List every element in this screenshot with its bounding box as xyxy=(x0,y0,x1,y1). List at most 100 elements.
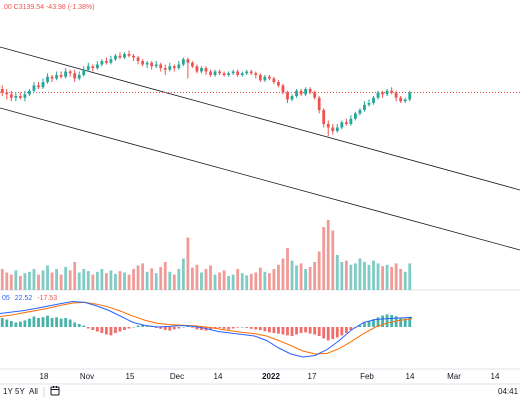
macd-histogram-bar xyxy=(385,314,389,327)
candle xyxy=(177,61,181,70)
candle xyxy=(363,101,366,112)
volume-bar xyxy=(258,267,262,290)
candle-body xyxy=(367,103,371,105)
candle xyxy=(5,89,9,100)
candle-body xyxy=(236,71,240,75)
candle xyxy=(249,69,253,75)
candle xyxy=(136,55,140,65)
channel-lower-line[interactable] xyxy=(0,107,520,251)
candle xyxy=(68,69,72,77)
macd-histogram-bar xyxy=(258,327,262,330)
calendar-icon[interactable] xyxy=(50,386,60,396)
candle-body xyxy=(28,90,31,95)
volume-bar xyxy=(331,230,335,290)
candle-body xyxy=(240,73,244,75)
candle xyxy=(55,71,58,81)
candle xyxy=(267,75,271,81)
candle xyxy=(14,92,18,102)
macd-histogram-bar xyxy=(272,327,276,333)
candle-body xyxy=(127,54,131,56)
macd-histogram-bar xyxy=(163,327,167,330)
candle xyxy=(349,115,353,126)
macd-histogram-bar xyxy=(127,327,131,329)
macd-histogram-bar xyxy=(286,327,289,336)
volume-bar xyxy=(163,262,167,290)
candle xyxy=(227,71,231,77)
candle xyxy=(150,61,154,70)
candle-body xyxy=(64,71,68,77)
candle-body xyxy=(68,71,72,74)
range-1y-button[interactable]: 1Y xyxy=(3,387,13,396)
range-5y-button[interactable]: 5Y xyxy=(15,387,25,396)
candle xyxy=(335,124,339,133)
volume-bar xyxy=(59,274,63,290)
volume-bar xyxy=(213,274,217,290)
macd-histogram-bar xyxy=(154,327,158,328)
macd-histogram-bar xyxy=(159,327,163,329)
macd-histogram-bar xyxy=(399,318,403,327)
macd-histogram-bar xyxy=(18,321,22,327)
time-axis-label: Feb xyxy=(360,372,374,381)
macd-histogram-bar xyxy=(308,327,312,334)
volume-bar xyxy=(9,274,13,290)
candle-body xyxy=(55,75,58,79)
candle-body xyxy=(209,71,212,75)
volume-bar xyxy=(218,272,221,290)
volume-bar xyxy=(363,262,366,290)
macd-histogram-bar xyxy=(191,327,194,328)
candle-body xyxy=(109,59,113,63)
macd-signal-value: -17.53 xyxy=(37,295,57,302)
candle xyxy=(123,52,126,60)
candle-body xyxy=(349,118,353,124)
candle-body xyxy=(335,127,339,131)
macd-signal-line xyxy=(0,301,413,355)
macd-histogram-bar xyxy=(340,327,344,336)
candle-body xyxy=(118,55,122,58)
volume-bar xyxy=(222,270,226,290)
volume-bar xyxy=(231,274,235,290)
volume-bar xyxy=(227,276,231,290)
candle xyxy=(86,62,90,72)
volume-bar xyxy=(50,272,54,290)
candle-body xyxy=(313,92,317,98)
candle xyxy=(304,87,308,96)
candlesticks xyxy=(0,50,412,137)
candle xyxy=(381,90,384,98)
candle-body xyxy=(227,73,231,75)
volume-bar xyxy=(95,271,99,290)
candle xyxy=(91,64,95,72)
candle xyxy=(317,96,321,114)
candle-body xyxy=(281,85,285,93)
descending-channel[interactable] xyxy=(0,46,520,251)
time-axis-label: 14 xyxy=(214,372,223,381)
volume-bar xyxy=(23,273,27,290)
candle xyxy=(308,87,312,95)
candle xyxy=(313,90,317,100)
candle xyxy=(9,90,13,102)
macd-histogram-bar xyxy=(23,320,27,327)
candle-body xyxy=(104,61,108,63)
macd-histogram-bar xyxy=(32,316,36,327)
macd-histogram-bar xyxy=(254,327,258,330)
macd-value: 22.52 xyxy=(15,295,33,302)
volume-bar xyxy=(200,272,203,290)
range-all-button[interactable]: All xyxy=(29,387,38,396)
channel-upper-line[interactable] xyxy=(0,46,520,191)
candle xyxy=(204,66,208,75)
time-axis-label: 18 xyxy=(40,372,49,381)
candle-body xyxy=(23,94,27,98)
candle xyxy=(154,61,158,68)
macd-histogram-bar xyxy=(145,325,149,327)
candle xyxy=(46,73,49,84)
candle-body xyxy=(95,64,99,68)
volume-bar xyxy=(344,260,348,290)
candle xyxy=(245,69,249,75)
candle xyxy=(408,90,412,102)
volume-bar xyxy=(349,264,353,290)
macd-histogram-bar xyxy=(118,327,122,332)
candle xyxy=(277,80,280,88)
candle-body xyxy=(245,71,249,74)
candle-body xyxy=(145,62,149,65)
